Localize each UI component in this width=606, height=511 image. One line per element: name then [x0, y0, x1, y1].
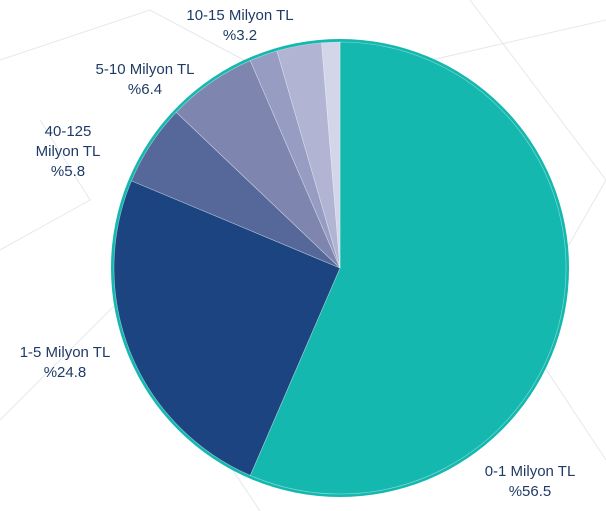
slice-name: 1-5 Milyon TL [19, 344, 111, 361]
slice-name: 0-1 Milyon TL [484, 463, 576, 480]
slice-label: 0-1 Milyon TL %56.5 [470, 462, 590, 502]
slice-value: %6.4 [127, 81, 163, 98]
slice-name: 5-10 Milyon TL [95, 61, 195, 78]
slice-name: 40-125 Milyon TL [35, 123, 101, 160]
slice-value: %3.2 [222, 27, 258, 44]
slice-label: 5-10 Milyon TL %6.4 [75, 60, 215, 100]
slice-label: 10-15 Milyon TL %3.2 [160, 6, 320, 46]
slice-value: %56.5 [508, 483, 552, 500]
pie-slice [113, 180, 341, 476]
bg-line [0, 9, 606, 91]
pie-slice [249, 41, 567, 495]
slice-label: 1-5 Milyon TL %24.8 [5, 343, 125, 383]
bg-line [0, 119, 91, 251]
pie-slice [321, 41, 341, 269]
slice-value: %5.8 [50, 163, 86, 180]
slice-label: 40-125 Milyon TL %5.8 [33, 122, 103, 182]
slice-name: 10-15 Milyon TL [186, 7, 294, 24]
slice-value: %24.8 [43, 364, 87, 381]
